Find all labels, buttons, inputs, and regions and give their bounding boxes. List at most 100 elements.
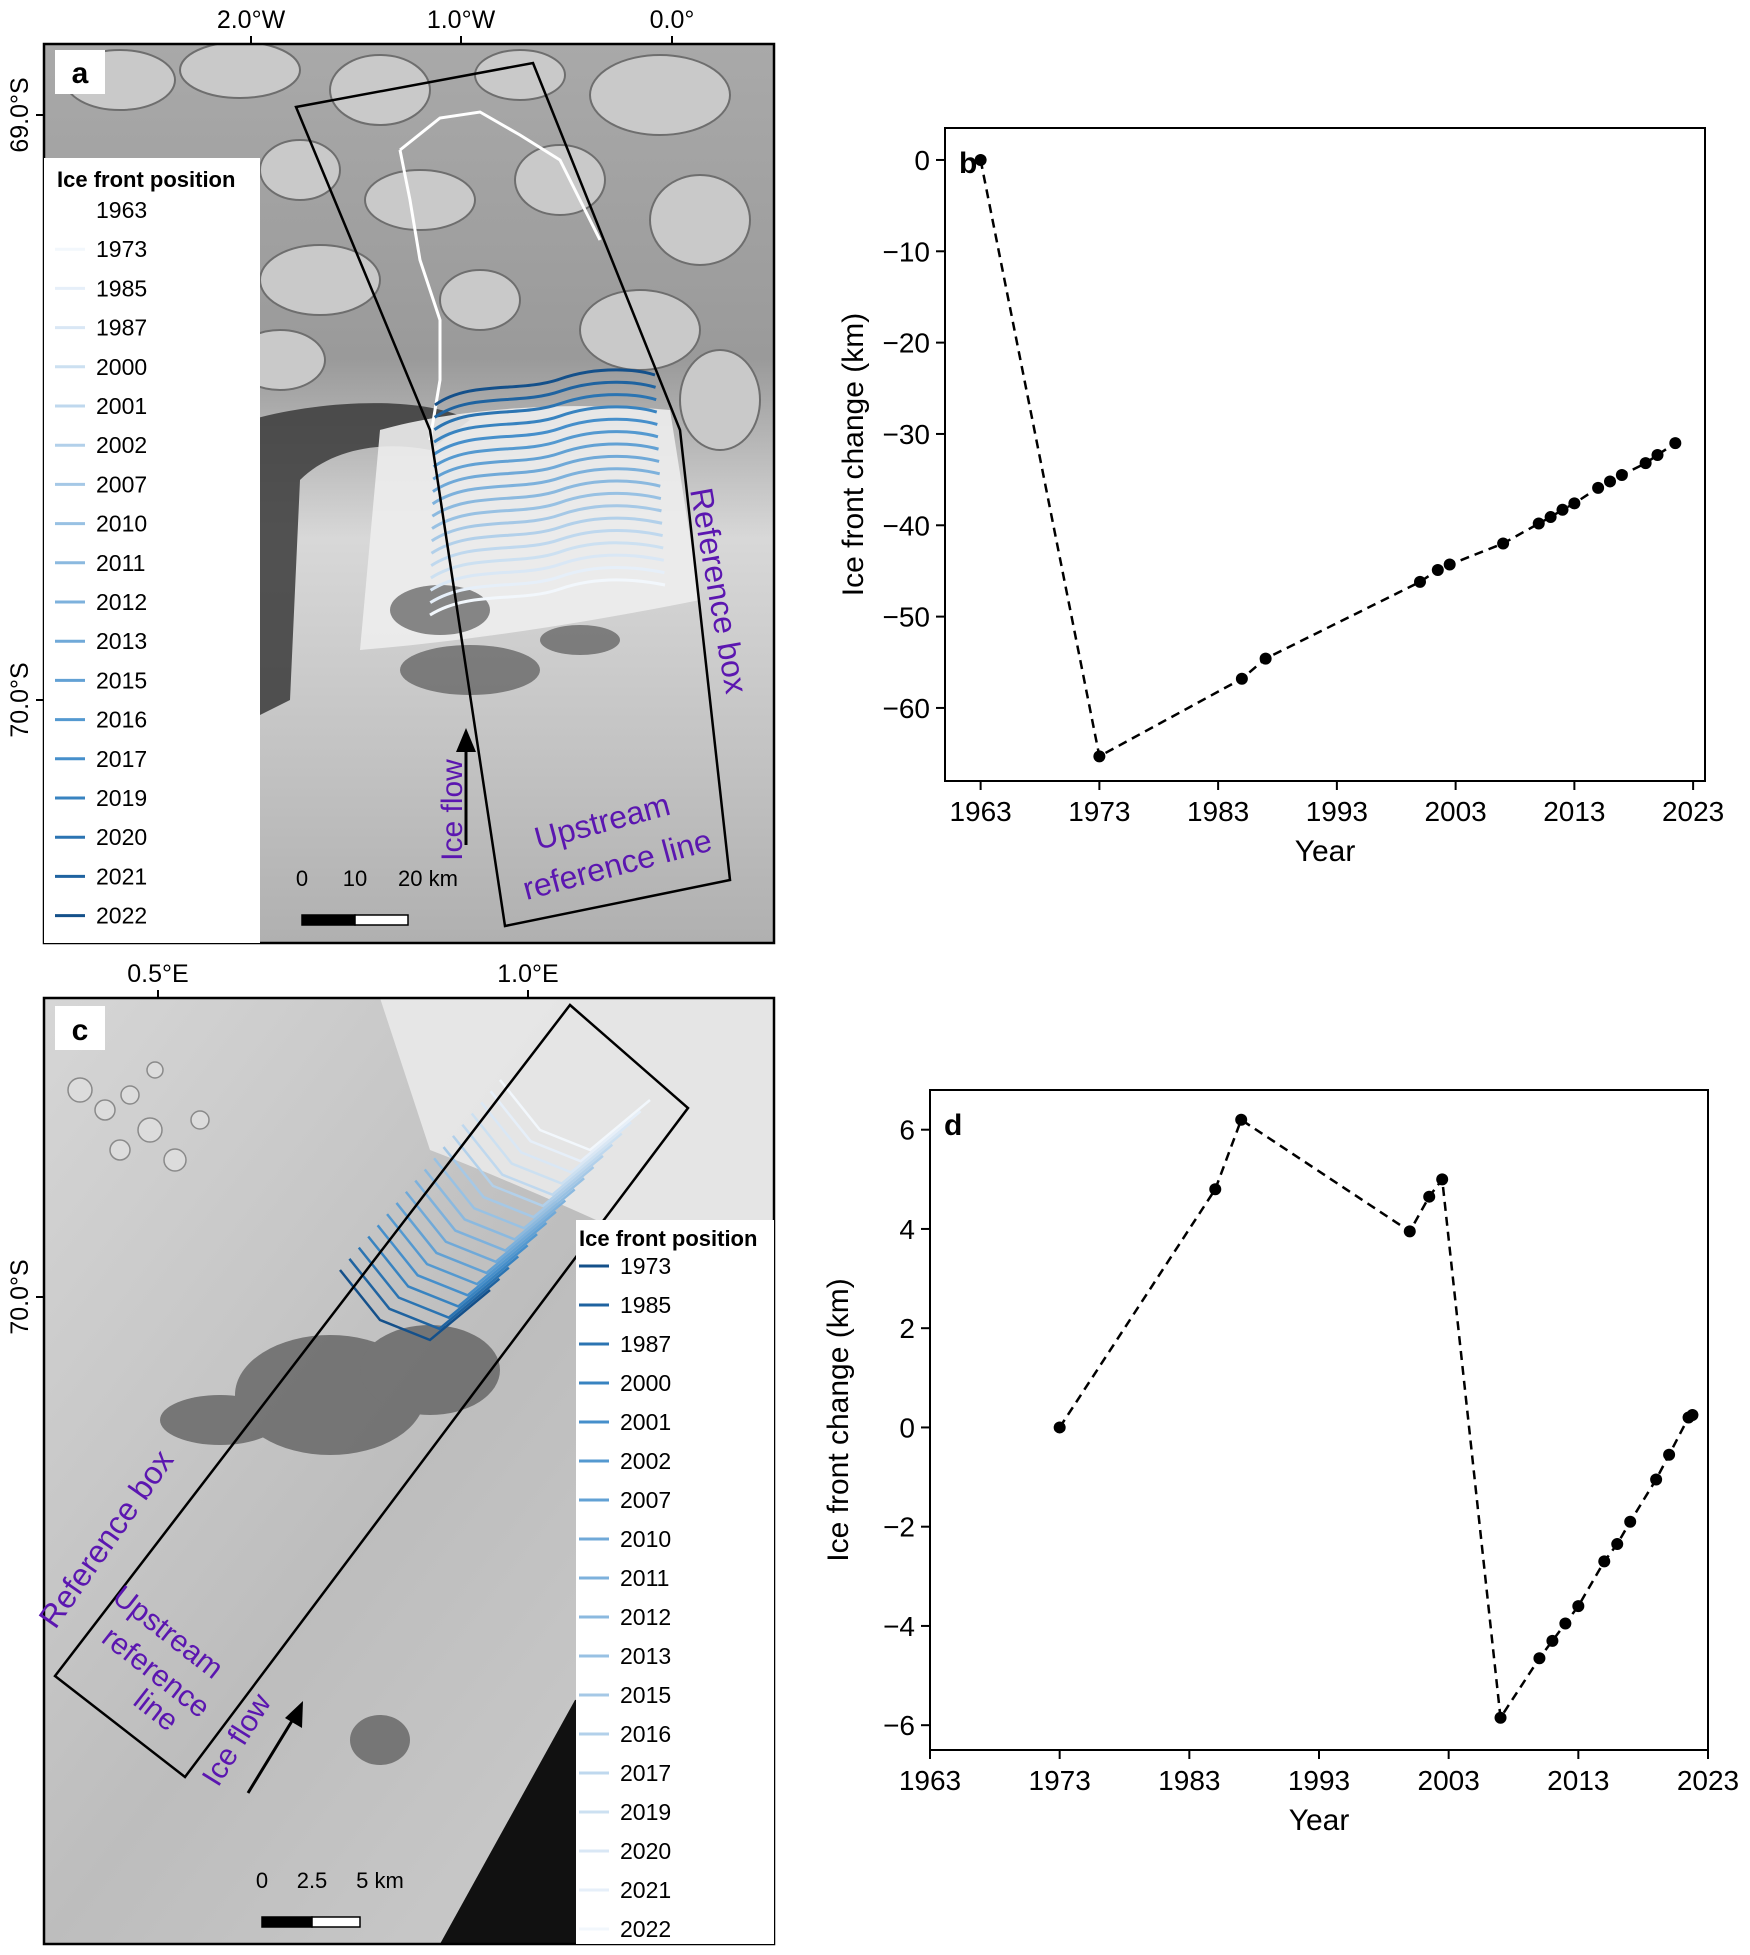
front-line-a xyxy=(430,541,664,580)
front-line-c xyxy=(433,1157,585,1230)
x-tick-label-1963: 1963 xyxy=(949,796,1011,827)
front-line-c xyxy=(451,1135,604,1208)
legend-label-2013: 2013 xyxy=(96,628,147,654)
ice-flow-c-arrow xyxy=(246,1715,297,1794)
front-line-a xyxy=(431,491,662,530)
y-tick-label--20: −20 xyxy=(883,328,931,359)
panel-letter-c-bg xyxy=(55,1006,105,1050)
data-point-d xyxy=(1436,1173,1449,1186)
data-point-b xyxy=(1431,564,1444,577)
x-tick-label-1963: 1963 xyxy=(899,1765,961,1796)
panel-letter-b: b xyxy=(959,147,977,180)
front-line-a xyxy=(431,467,661,506)
front-line-c xyxy=(376,1224,529,1297)
front-lines-a xyxy=(429,368,666,617)
data-point-d xyxy=(1235,1113,1248,1126)
map-a-top-tick-1: 2.0°W xyxy=(217,6,286,34)
legend-label-2017: 2017 xyxy=(96,746,147,772)
front-line-c xyxy=(480,1101,632,1174)
data-point-b xyxy=(1093,750,1106,763)
legend-label-2021: 2021 xyxy=(96,863,147,889)
front-line-a xyxy=(432,417,658,456)
data-point-b xyxy=(1592,481,1605,494)
front-line-c xyxy=(348,1258,501,1331)
legend-c-entries: 1973 1985 1987 2000 2001 2002 2007 2010 2011 2012… xyxy=(579,1253,671,1942)
y-tick-label--30: −30 xyxy=(883,419,931,450)
data-point-d xyxy=(1686,1409,1699,1422)
x-tick-label-1973: 1973 xyxy=(1029,1765,1091,1796)
scale-a-20: 20 km xyxy=(398,866,458,891)
legend-label-2017: 2017 xyxy=(620,1760,671,1786)
legend-a-title: Ice front position xyxy=(57,167,235,192)
iceberg-field xyxy=(67,1061,210,1172)
x-axis-label-d: Year xyxy=(1289,1804,1350,1837)
legend-a-entries: 1963 1973 1985 1987 2000 2001 2002 2007 2010 2011… xyxy=(55,197,147,929)
x-tick-label-1973: 1973 xyxy=(1068,796,1130,827)
front-line-c xyxy=(404,1190,557,1264)
data-point-b xyxy=(1235,672,1248,685)
front-1963-west xyxy=(398,149,442,441)
front-1963 xyxy=(399,110,602,241)
legend-label-1963: 1963 xyxy=(96,197,147,223)
legend-label-2010: 2010 xyxy=(620,1526,671,1552)
legend-label-2001: 2001 xyxy=(620,1409,671,1435)
panel-letter-d: d xyxy=(944,1109,962,1142)
y-tick-label--2: −2 xyxy=(883,1512,915,1543)
legend-label-2011: 2011 xyxy=(96,550,145,576)
y-tick-label--10: −10 xyxy=(883,236,931,267)
map-a-ticks xyxy=(36,36,673,701)
x-tick-label-2023: 2023 xyxy=(1662,796,1724,827)
y-tick-label--40: −40 xyxy=(883,510,931,541)
reference-box-a xyxy=(294,61,732,928)
legend-label-2022: 2022 xyxy=(620,1916,671,1942)
legend-label-2019: 2019 xyxy=(96,785,147,811)
front-line-c xyxy=(489,1090,642,1163)
data-point-b xyxy=(1414,575,1426,588)
data-point-d xyxy=(1624,1515,1637,1528)
legend-c-box xyxy=(576,1220,774,1944)
cloud-shadows-c xyxy=(160,1325,500,1765)
legend-label-1987: 1987 xyxy=(620,1331,671,1357)
reference-box-c xyxy=(53,1003,690,1779)
legend-label-2001: 2001 xyxy=(96,393,147,419)
front-line-c xyxy=(395,1202,548,1275)
x-tick-label-1983: 1983 xyxy=(1187,796,1249,827)
legend-label-2019: 2019 xyxy=(620,1799,671,1825)
x-tick-label-2003: 2003 xyxy=(1424,796,1486,827)
y-tick-label-6: 6 xyxy=(899,1115,915,1146)
chart-d: 1963 1973 1983 1993 2003 2013 2023 6 4 2 0 −2 −4 −6 Ye… xyxy=(822,1089,1739,1837)
legend-label-2000: 2000 xyxy=(96,354,147,380)
panel-letter-a-bg xyxy=(55,50,105,94)
map-c-left-tick-1: 70.0°S xyxy=(6,1259,34,1334)
data-point-b xyxy=(1615,469,1628,482)
front-lines-c xyxy=(339,1079,651,1342)
front-line-a xyxy=(429,578,666,617)
legend-label-2015: 2015 xyxy=(620,1682,671,1708)
panel-letter-a: a xyxy=(72,57,89,90)
front-line-c xyxy=(423,1168,576,1241)
legend-a-box xyxy=(44,158,260,943)
data-point-b xyxy=(1497,537,1510,550)
data-point-b xyxy=(1443,558,1456,571)
chart-b: 1963 1973 1983 1993 2003 2013 2023 0 −10 −20 −30 −4… xyxy=(837,127,1724,868)
front-line-a xyxy=(430,528,663,567)
ice-flow-a-arrowhead xyxy=(456,728,476,752)
data-point-b xyxy=(1556,503,1569,516)
scale-c-0: 0 xyxy=(256,1868,268,1893)
front-line-a xyxy=(432,442,659,481)
front-line-a xyxy=(429,566,665,604)
front-line-c xyxy=(442,1146,595,1219)
legend-label-1973: 1973 xyxy=(96,236,147,262)
scale-a-0: 0 xyxy=(296,866,308,891)
panel-c-map: 0.5°E 1.0°E 70.0°S c Ice front position … xyxy=(6,960,776,1946)
data-point-d xyxy=(1598,1555,1611,1568)
data-point-d xyxy=(1053,1421,1066,1434)
front-line-a xyxy=(432,454,660,493)
legend-label-2010: 2010 xyxy=(96,511,147,537)
front-line-c xyxy=(470,1112,623,1185)
legend-label-2020: 2020 xyxy=(96,824,147,850)
x-tick-label-2013: 2013 xyxy=(1543,796,1605,827)
legend-label-1987: 1987 xyxy=(96,315,147,341)
y-tick-label--60: −60 xyxy=(883,693,931,724)
